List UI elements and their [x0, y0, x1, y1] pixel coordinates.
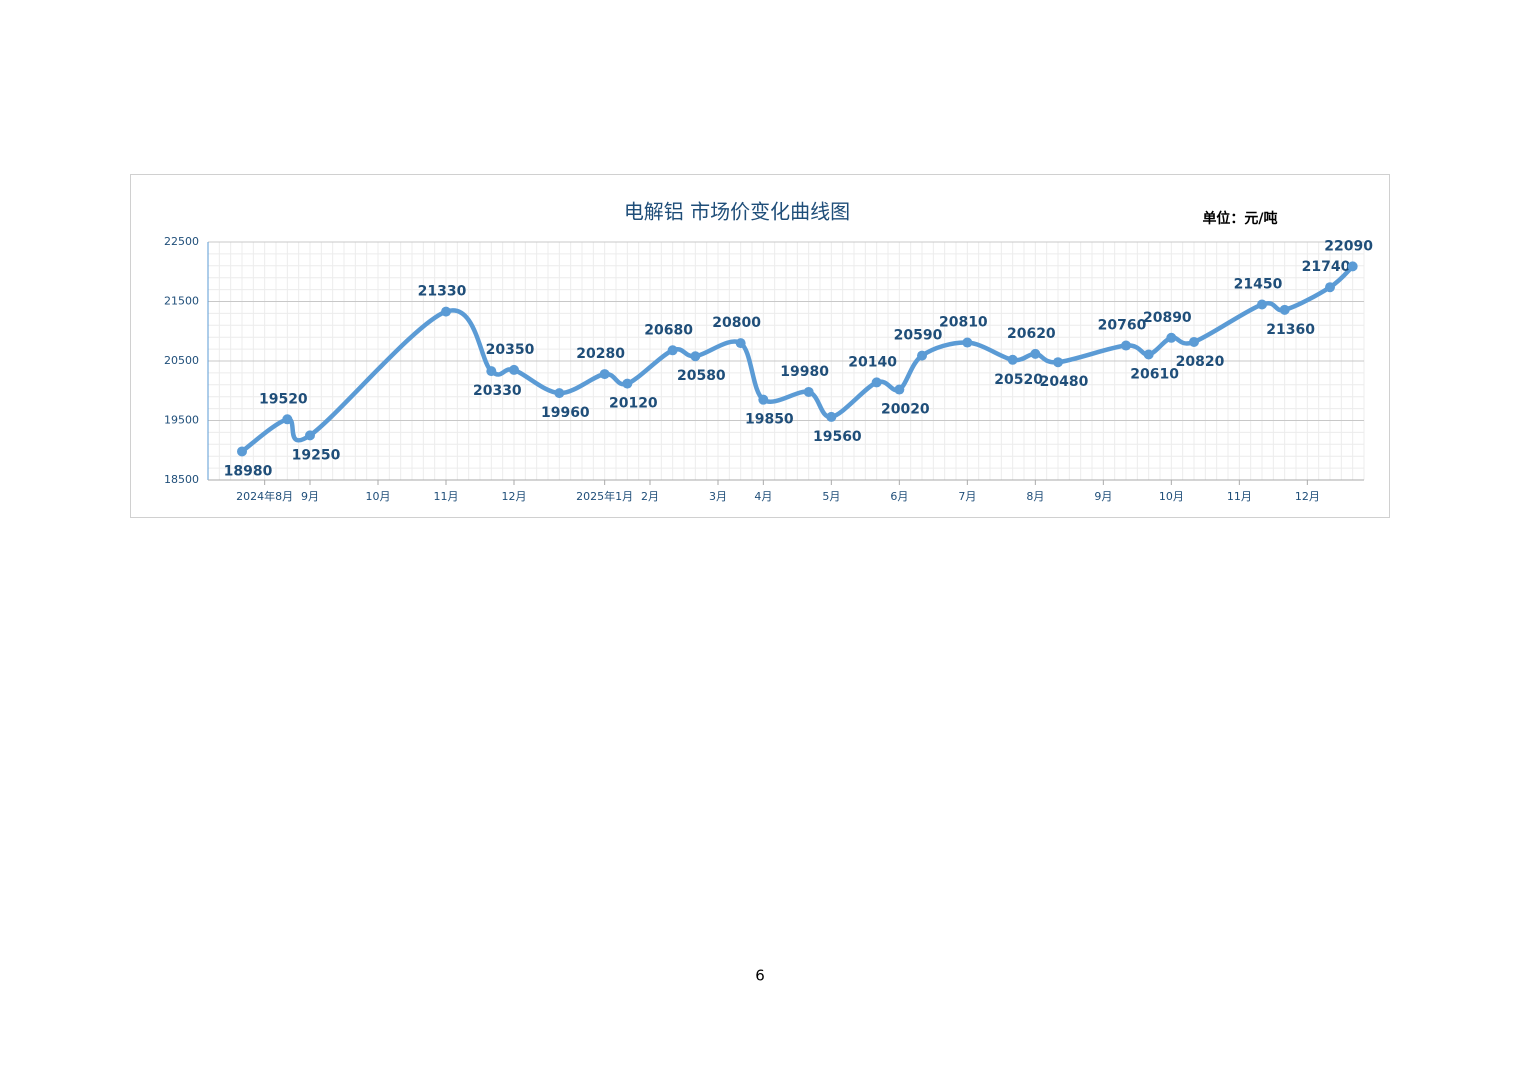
data-point [305, 430, 315, 441]
data-point [894, 384, 905, 395]
data-point [509, 364, 519, 375]
data-label: 20800 [712, 315, 761, 331]
y-tick-label: 22500 [164, 235, 199, 248]
data-point [1325, 282, 1335, 293]
data-point [826, 411, 837, 422]
data-point [1279, 304, 1290, 315]
data-label: 20350 [486, 342, 535, 358]
data-label: 22090 [1324, 238, 1373, 254]
data-point [1189, 336, 1199, 347]
data-label: 19250 [292, 447, 341, 463]
x-tick-label: 2025年1月 [576, 489, 633, 503]
data-point [1007, 354, 1018, 365]
data-point [622, 378, 633, 389]
data-point [917, 350, 927, 361]
data-point [441, 306, 451, 317]
x-tick-label: 8月 [1026, 490, 1044, 503]
data-label: 20480 [1040, 374, 1089, 390]
data-label: 20280 [576, 346, 625, 362]
data-label: 20620 [1007, 326, 1056, 342]
chart-title: 电解铝 市场价变化曲线图 [624, 200, 850, 224]
data-point [803, 386, 814, 397]
data-label: 19850 [745, 412, 794, 428]
data-label: 20890 [1143, 310, 1192, 326]
data-point [486, 366, 497, 377]
data-point [1030, 348, 1041, 359]
x-tick-label: 5月 [822, 490, 840, 503]
data-point [962, 337, 973, 348]
chart-frame [130, 174, 1390, 518]
page-number: 6 [755, 967, 765, 985]
data-point [871, 377, 882, 388]
data-label: 21360 [1266, 322, 1315, 338]
data-label: 19980 [780, 364, 829, 380]
data-point [1053, 357, 1063, 368]
x-tick-label: 9月 [1094, 490, 1112, 503]
y-tick-label: 18500 [164, 473, 199, 486]
x-tick-label: 7月 [958, 490, 976, 503]
data-point [599, 369, 610, 380]
data-point [667, 345, 678, 356]
data-point [735, 338, 746, 349]
data-point [1121, 340, 1131, 351]
data-label: 20610 [1130, 366, 1179, 382]
y-tick-label: 20500 [164, 354, 199, 367]
data-point [237, 446, 247, 457]
unit-note: 单位：元/吨 [1202, 210, 1277, 227]
data-label: 20580 [677, 368, 726, 384]
data-label: 20330 [473, 383, 522, 399]
data-label: 18980 [224, 463, 273, 479]
x-tick-label: 3月 [709, 490, 727, 503]
data-label: 20590 [894, 328, 943, 344]
data-point [282, 414, 293, 425]
x-tick-label: 12月 [1295, 490, 1320, 503]
data-point [554, 388, 565, 399]
x-tick-label: 12月 [502, 490, 527, 503]
data-label: 20520 [994, 372, 1043, 388]
data-label: 19560 [813, 429, 862, 445]
x-tick-label: 4月 [754, 490, 772, 503]
x-tick-label: 10月 [1159, 490, 1184, 503]
data-label: 20140 [848, 354, 897, 370]
data-point [758, 394, 769, 405]
data-point [1257, 299, 1267, 310]
x-tick-label: 11月 [1227, 490, 1252, 503]
data-label: 20760 [1098, 318, 1147, 334]
data-label: 20820 [1176, 354, 1225, 370]
data-label: 20020 [881, 402, 930, 418]
x-tick-label: 10月 [366, 490, 391, 503]
data-label: 20810 [939, 315, 988, 331]
x-tick-label: 2024年8月 [236, 489, 293, 503]
data-point [690, 351, 701, 362]
x-tick-label: 9月 [301, 490, 319, 503]
data-label: 21740 [1302, 259, 1351, 275]
x-tick-label: 2月 [641, 490, 659, 503]
data-label: 19960 [541, 405, 590, 421]
data-label: 21450 [1234, 276, 1283, 292]
data-point [1166, 332, 1177, 343]
y-tick-label: 21500 [164, 295, 199, 308]
data-label: 20120 [609, 396, 658, 412]
data-label: 19520 [259, 391, 308, 407]
data-label: 20680 [644, 322, 693, 338]
x-tick-label: 6月 [890, 490, 908, 503]
data-point [1143, 349, 1154, 360]
data-label: 21330 [418, 284, 467, 300]
y-tick-label: 19500 [164, 414, 199, 427]
x-tick-label: 11月 [434, 490, 459, 503]
data-point [1347, 261, 1358, 272]
